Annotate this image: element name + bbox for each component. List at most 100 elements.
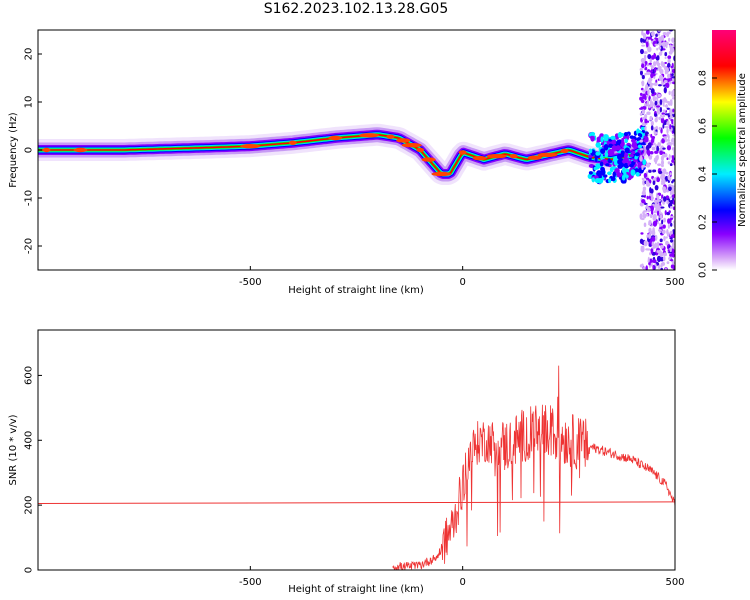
- spectrogram-noise: [617, 153, 622, 160]
- spectrogram-noise: [634, 156, 638, 160]
- spectrogram-speckle: [649, 115, 653, 121]
- spectrogram-speckle: [665, 240, 669, 245]
- snr-x-axis-title: Height of straight line (km): [288, 584, 424, 595]
- spectrogram-speckle: [639, 67, 643, 72]
- spectrogram-speckle: [669, 253, 673, 257]
- spectrogram-x-tick-label: 500: [665, 277, 684, 288]
- spectrogram-speckle: [664, 125, 669, 129]
- spectrogram-x-tick-label: -500: [239, 277, 262, 288]
- spectrogram-y-axis-title: Frequency (Hz): [8, 112, 19, 188]
- spectrogram-speckle: [639, 154, 643, 161]
- spectrogram-plot-area: [38, 30, 675, 270]
- spectrogram-speckle: [671, 137, 675, 142]
- spectrogram-speckle: [641, 63, 645, 69]
- spectrogram-speckle: [657, 264, 661, 269]
- spectrogram-noise: [635, 172, 640, 177]
- spectrogram-speckle: [659, 238, 663, 243]
- spectrogram-noise: [610, 140, 617, 145]
- spectrogram-speckle: [648, 169, 652, 173]
- spectrogram-speckle: [641, 122, 646, 127]
- spectrogram-noise: [630, 169, 634, 176]
- spectrogram-speckle: [669, 196, 673, 199]
- spectrogram-noise: [642, 159, 647, 166]
- spectrogram-speckle: [654, 43, 659, 46]
- spectrogram-speckle: [664, 138, 668, 143]
- spectrogram-speckle: [651, 31, 655, 37]
- spectrogram-speckle: [672, 43, 675, 49]
- spectrogram-speckle: [654, 113, 658, 117]
- spectrogram-speckle: [668, 186, 672, 192]
- spectrogram-speckle: [642, 106, 647, 110]
- spectrogram-speckle: [658, 74, 664, 81]
- spectrogram-speckle: [649, 230, 654, 235]
- spectrogram-speckle: [669, 163, 673, 167]
- spectrogram-speckle: [661, 138, 666, 144]
- spectrogram-speckle: [655, 37, 659, 42]
- spectrogram-speckle: [660, 145, 665, 152]
- spectrogram-noise: [631, 143, 636, 148]
- spectrogram-speckle: [645, 265, 648, 270]
- spectrogram-speckle: [651, 107, 655, 110]
- spectrogram-speckle: [658, 116, 662, 121]
- spectrogram-speckle: [641, 109, 646, 115]
- spectrogram-speckle: [639, 139, 644, 143]
- spectrogram-noise: [629, 163, 634, 168]
- spectrogram-speckle: [668, 153, 671, 161]
- spectrogram-speckle: [646, 182, 651, 187]
- spectrogram-speckle: [670, 47, 675, 53]
- spectrogram-peak: [537, 152, 558, 157]
- spectrogram-speckle: [665, 83, 668, 87]
- spectrogram-peak: [328, 135, 343, 141]
- spectrogram-speckle: [669, 205, 674, 209]
- spectrogram-speckle: [648, 233, 652, 239]
- spectrogram-speckle: [642, 179, 646, 186]
- spectrogram-speckle: [654, 150, 659, 154]
- spectrogram-speckle: [639, 48, 644, 55]
- spectrogram-noise: [604, 151, 609, 158]
- spectrogram-speckle: [654, 184, 659, 191]
- spectrogram-speckle: [656, 249, 659, 253]
- spectrogram-speckle: [651, 146, 656, 151]
- spectrogram-y-tick-label: -10: [24, 190, 35, 206]
- spectrogram-speckle: [647, 139, 652, 143]
- spectrogram-speckle: [671, 119, 674, 125]
- spectrogram-speckle: [647, 133, 650, 137]
- spectrogram-peak: [42, 147, 51, 153]
- spectrogram-noise: [608, 159, 613, 164]
- spectrogram-speckle: [659, 106, 663, 113]
- spectrogram-speckle: [670, 65, 674, 69]
- spectrogram-noise: [637, 132, 642, 137]
- spectrogram-speckle: [653, 199, 658, 203]
- spectrogram-speckle: [662, 252, 668, 257]
- spectrogram-speckle: [644, 72, 647, 76]
- spectrogram-noise: [596, 170, 602, 177]
- spectrogram-speckle: [671, 261, 675, 265]
- spectrogram-speckle: [664, 175, 669, 182]
- spectrogram-speckle: [660, 182, 666, 185]
- spectrogram-speckle: [665, 67, 670, 74]
- spectrogram-peak: [560, 148, 569, 154]
- spectrogram-noise: [609, 150, 615, 155]
- spectrogram-peak: [416, 147, 425, 153]
- spectrogram-noise: [600, 136, 604, 143]
- spectrogram-speckle: [665, 236, 668, 239]
- spectrogram-peak: [288, 140, 297, 145]
- spectrogram-speckle: [671, 96, 675, 100]
- spectrogram-speckle: [671, 37, 675, 43]
- spectrogram-noise: [621, 151, 625, 158]
- spectrogram-speckle: [662, 31, 667, 36]
- spectrogram-peak: [509, 153, 518, 159]
- spectrogram-speckle: [672, 206, 675, 211]
- spectrogram-speckle: [645, 30, 650, 35]
- colorbar-ticks: 0.0 0.2 0.4 0.6 0.8: [698, 70, 717, 278]
- spectrogram-speckle: [662, 147, 666, 150]
- spectrogram-noise: [616, 172, 623, 178]
- spectrogram-speckle: [641, 198, 646, 204]
- spectrogram-speckle: [649, 70, 654, 73]
- spectrogram-noise: [612, 171, 616, 178]
- spectrogram-speckle: [645, 213, 649, 217]
- spectrogram-speckle: [658, 36, 662, 43]
- spectrogram-speckle: [672, 81, 675, 85]
- spectrogram-speckle: [656, 47, 659, 51]
- spectrogram-noise: [614, 167, 620, 174]
